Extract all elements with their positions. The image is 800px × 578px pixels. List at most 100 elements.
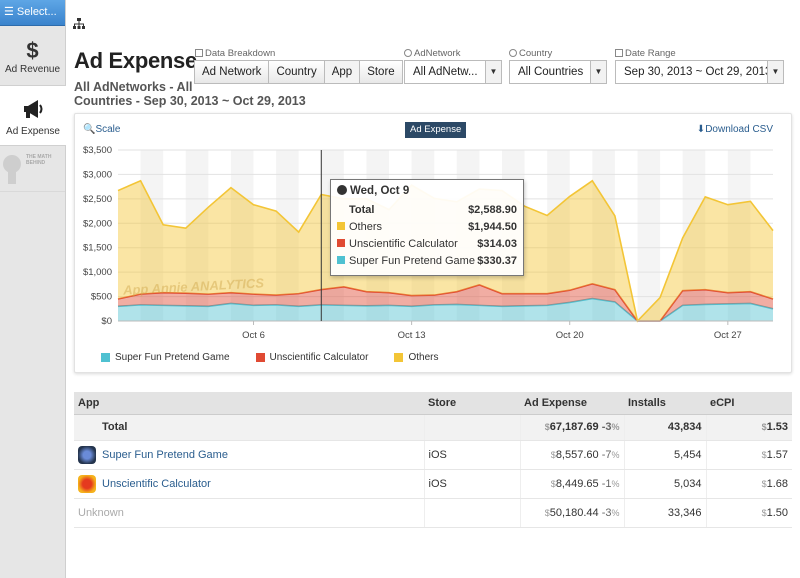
app-icon (78, 474, 96, 493)
breakdown-icon (195, 49, 203, 57)
breakdown-app-button[interactable]: App (323, 60, 361, 84)
chevron-down-icon[interactable]: ▼ (590, 61, 606, 83)
series-area-1 (118, 283, 773, 321)
ecpi-cell: $1.50 (706, 498, 792, 528)
country-select[interactable]: All Countries ▼ (509, 60, 607, 84)
y-tick-label: $500 (91, 292, 112, 303)
tooltip-row-value: $1,944.50 (468, 220, 517, 233)
app-cell: Unknown (74, 498, 425, 528)
expense-cell: $50,180.44 -3% (520, 498, 625, 528)
data-breakdown-label: Data Breakdown (195, 48, 275, 59)
page-subtitle: All AdNetworks - All Countries - Sep 30,… (74, 80, 306, 108)
globe-icon (337, 185, 347, 195)
app-cell: Unscientific Calculator (74, 469, 425, 499)
download-csv-link[interactable]: ⬇Download CSV (697, 124, 773, 135)
breakdown-country-button[interactable]: Country (268, 60, 325, 84)
tooltip-row: Others $1,944.50 (337, 218, 517, 235)
grid-band (682, 150, 706, 321)
sidebar-item-ad-expense[interactable]: Ad Expense (0, 86, 66, 146)
sidebar-logo-text: THE MATH BEHIND (26, 154, 52, 166)
legend-item[interactable]: Super Fun Pretend Game (101, 352, 230, 363)
date-range-select[interactable]: Sep 30, 2013 ~ Oct 29, 2013 ▼ (615, 60, 784, 84)
subtitle-line-2: Countries - Sep 30, 2013 ~ Oct 29, 2013 (74, 94, 306, 108)
date-range-label: Date Range (615, 48, 676, 59)
series-tag[interactable]: Ad Expense (405, 122, 467, 138)
select-menu-button[interactable]: ☰ Select... (0, 0, 65, 26)
legend-swatch (394, 353, 404, 362)
top-bar (66, 0, 800, 38)
breakdown-ad-network-button[interactable]: Ad Network (194, 60, 270, 84)
grid-band (592, 150, 615, 321)
grid-band (637, 150, 661, 321)
column-header-app[interactable]: App (74, 392, 424, 415)
globe-icon (509, 49, 517, 57)
legend-label: Super Fun Pretend Game (115, 352, 230, 363)
grid-band (185, 150, 209, 321)
tooltip-total-value: $2,588.90 (468, 203, 517, 216)
chevron-down-icon[interactable]: ▼ (485, 61, 501, 83)
tooltip-row-label: Unscientific Calculator (349, 237, 458, 250)
legend-item[interactable]: Unscientific Calculator (255, 352, 369, 363)
adnetwork-select-value: All AdNetw... (413, 66, 478, 78)
x-tick-label: Oct 6 (242, 330, 265, 341)
column-header-ad-expense[interactable]: Ad Expense (520, 392, 624, 415)
store-cell: iOS (424, 469, 521, 499)
country-label-text: Country (519, 48, 553, 59)
table-header-row: App Store Ad Expense Installs eCPI (74, 392, 792, 415)
x-tick-label: Oct 20 (556, 330, 584, 341)
y-tick-label: $1,000 (83, 267, 112, 278)
breakdown-store-button[interactable]: Store (359, 60, 403, 84)
sidebar-item-ad-revenue[interactable]: $ Ad Revenue (0, 26, 65, 86)
x-tick-label: Oct 13 (398, 330, 426, 341)
chevron-down-icon[interactable]: ▼ (767, 61, 783, 83)
app-name-link[interactable]: Unscientific Calculator (102, 477, 211, 490)
tooltip-total-row: Total $2,588.90 (337, 201, 517, 218)
adnetwork-label-text: AdNetwork (414, 48, 461, 59)
column-header-store[interactable]: Store (424, 392, 520, 415)
table-total-row: Total $67,187.69 -3% 43,834 $1.53 (74, 414, 792, 441)
column-header-ecpi[interactable]: eCPI (706, 392, 792, 415)
table-row[interactable]: Unknown $50,180.44 -3% 33,346 $1.50 (74, 498, 792, 528)
table-row[interactable]: Unscientific Calculator iOS $8,449.65 -1… (74, 469, 792, 499)
column-header-installs[interactable]: Installs (624, 392, 706, 415)
adnetwork-label: AdNetwork (404, 48, 460, 59)
tooltip-row: Unscientific Calculator $314.03 (337, 235, 517, 252)
installs-cell: 5,034 (624, 469, 707, 499)
legend-label: Unscientific Calculator (269, 352, 369, 363)
scale-link[interactable]: 🔍Scale (83, 124, 120, 135)
sidebar-item-label: Ad Revenue (4, 64, 61, 75)
chart-panel: $0 $500 $1,000 $1,500 $2,000 $2,500 $3,000 $3,5… (74, 113, 792, 373)
table-row[interactable]: Super Fun Pretend Game iOS $8,557.60 -7%… (74, 440, 792, 470)
series-line-0 (117, 297, 774, 322)
total-label: Total (74, 414, 425, 441)
adnetwork-select[interactable]: All AdNetw... ▼ (404, 60, 502, 84)
megaphone-icon (0, 98, 66, 126)
tooltip-date: Wed, Oct 9 (350, 185, 410, 197)
tooltip-row-value: $314.03 (477, 237, 517, 250)
app-expense-table: App Store Ad Expense Installs eCPI Total… (74, 392, 792, 528)
sitemap-icon[interactable] (73, 18, 85, 30)
date-range-label-text: Date Range (625, 48, 676, 59)
series-area-0 (118, 298, 773, 321)
y-tick-label: $0 (101, 316, 112, 327)
subtitle-line-1: All AdNetworks - All (74, 80, 193, 94)
grid-band (547, 150, 570, 321)
legend-item[interactable]: Others (394, 352, 438, 363)
expense-cell: $8,449.65 -1% (520, 469, 625, 499)
legend-label: Others (408, 352, 439, 363)
total-ecpi: $1.53 (706, 414, 792, 441)
calendar-icon (615, 49, 623, 57)
grid-band (727, 150, 751, 321)
store-cell (424, 498, 521, 528)
tooltip-swatch (337, 238, 345, 247)
chart-tooltip: Wed, Oct 9 Total $2,588.90 Others $1,944.5… (330, 179, 524, 276)
app-name-link[interactable]: Super Fun Pretend Game (102, 448, 228, 461)
tooltip-header: Wed, Oct 9 (337, 185, 517, 197)
data-breakdown-label-text: Data Breakdown (205, 48, 276, 59)
expense-cell: $8,557.60 -7% (520, 440, 625, 470)
total-installs: 43,834 (624, 414, 707, 441)
sidebar-item-label: Ad Expense (6, 126, 60, 137)
download-icon: ⬇ (696, 124, 706, 135)
tooltip-row: Super Fun Pretend Game $330.37 (337, 252, 517, 269)
app-icon (78, 445, 96, 464)
